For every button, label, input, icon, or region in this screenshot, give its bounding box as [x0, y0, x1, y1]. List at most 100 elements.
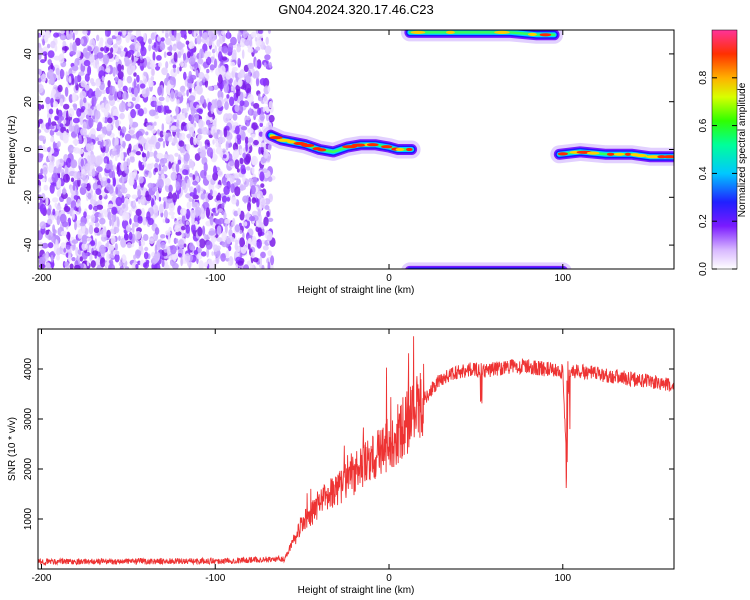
noise-speckle — [234, 186, 241, 197]
noise-speckle — [56, 215, 61, 226]
noise-speckle — [193, 30, 197, 39]
noise-speckle — [121, 176, 125, 184]
noise-speckle — [249, 107, 252, 116]
noise-speckle — [197, 226, 203, 237]
noise-speckle — [148, 171, 152, 179]
snr-ytick-label: 1000 — [23, 507, 34, 530]
noise-speckle — [108, 93, 114, 101]
noise-speckle — [230, 183, 235, 194]
noise-speckle — [223, 97, 229, 103]
signal-hotspot — [511, 270, 522, 273]
noise-speckle — [106, 229, 111, 238]
noise-speckle — [154, 162, 159, 169]
noise-speckle — [192, 180, 199, 186]
noise-speckle — [146, 150, 150, 159]
noise-speckle — [105, 103, 110, 112]
noise-speckle — [94, 238, 98, 247]
noise-speckle — [232, 113, 238, 121]
noise-speckle — [230, 61, 236, 67]
noise-speckle — [106, 240, 110, 248]
noise-speckle — [118, 90, 122, 98]
noise-speckle — [81, 106, 86, 111]
noise-speckle — [244, 39, 251, 46]
noise-speckle — [189, 192, 195, 197]
noise-speckle — [135, 264, 139, 269]
noise-speckle — [145, 141, 149, 152]
noise-speckle — [228, 228, 233, 237]
noise-speckle — [105, 184, 113, 191]
noise-speckle — [40, 59, 46, 64]
snr-plot-area — [38, 329, 674, 569]
noise-speckle — [185, 221, 190, 226]
noise-speckle — [96, 256, 100, 265]
noise-speckle — [86, 237, 92, 242]
noise-speckle — [98, 194, 103, 201]
noise-speckle — [80, 158, 85, 167]
noise-speckle — [225, 140, 229, 151]
noise-speckle — [96, 166, 103, 173]
noise-speckle — [165, 217, 168, 224]
noise-speckle — [186, 178, 191, 188]
noise-speckle — [233, 210, 239, 217]
noise-speckle — [154, 263, 161, 269]
noise-speckle — [71, 92, 77, 103]
noise-speckle — [56, 254, 60, 261]
noise-speckle — [126, 75, 133, 84]
noise-speckle — [56, 108, 59, 115]
noise-speckle — [126, 65, 133, 76]
noise-speckle — [169, 44, 173, 53]
signal-hotspot — [381, 145, 393, 149]
noise-speckle — [101, 75, 105, 82]
noise-speckle — [44, 53, 47, 62]
noise-speckle — [143, 71, 148, 77]
noise-speckle — [59, 98, 64, 107]
noise-speckle — [60, 69, 65, 78]
noise-speckle — [162, 218, 166, 223]
noise-speckle — [81, 242, 88, 251]
noise-speckle — [180, 136, 186, 140]
noise-speckle — [225, 250, 230, 259]
spectrogram-ylabel: Frequency (Hz) — [7, 116, 18, 185]
noise-speckle — [254, 59, 258, 69]
noise-speckle — [86, 260, 90, 267]
noise-speckle — [124, 133, 132, 142]
noise-speckle — [233, 172, 240, 179]
signal-hotspot — [442, 270, 453, 273]
noise-speckle — [191, 216, 195, 226]
signal-hotspot — [301, 143, 315, 148]
noise-speckle — [77, 249, 82, 255]
spectrogram-ytick-label: 40 — [23, 48, 34, 60]
noise-speckle — [99, 244, 106, 254]
noise-speckle — [227, 138, 231, 144]
noise-speckle — [239, 148, 243, 155]
noise-speckle — [100, 47, 105, 52]
noise-speckle — [48, 235, 52, 240]
signal-hotspot — [276, 138, 291, 142]
noise-speckle — [177, 51, 182, 59]
noise-speckle — [248, 177, 254, 183]
noise-speckle — [122, 91, 129, 100]
noise-speckle — [125, 193, 131, 199]
noise-speckle — [154, 227, 160, 235]
noise-speckle — [232, 217, 236, 227]
noise-speckle — [63, 119, 67, 124]
noise-speckle — [98, 213, 102, 218]
noise-speckle — [162, 197, 168, 202]
noise-speckle — [189, 242, 194, 251]
noise-speckle — [112, 177, 117, 187]
noise-speckle — [155, 190, 160, 201]
noise-speckle — [163, 153, 168, 160]
noise-speckle — [122, 30, 127, 36]
noise-speckle — [214, 184, 222, 189]
noise-speckle — [189, 74, 197, 81]
noise-speckle — [48, 69, 54, 77]
noise-speckle — [91, 128, 96, 135]
signal-hotspot — [445, 30, 455, 34]
noise-speckle — [126, 242, 132, 249]
noise-speckle — [63, 247, 67, 253]
noise-speckle — [217, 170, 224, 178]
noise-speckle — [47, 218, 53, 225]
noise-speckle — [85, 214, 92, 220]
noise-speckle — [186, 126, 189, 131]
noise-speckle — [268, 100, 273, 109]
